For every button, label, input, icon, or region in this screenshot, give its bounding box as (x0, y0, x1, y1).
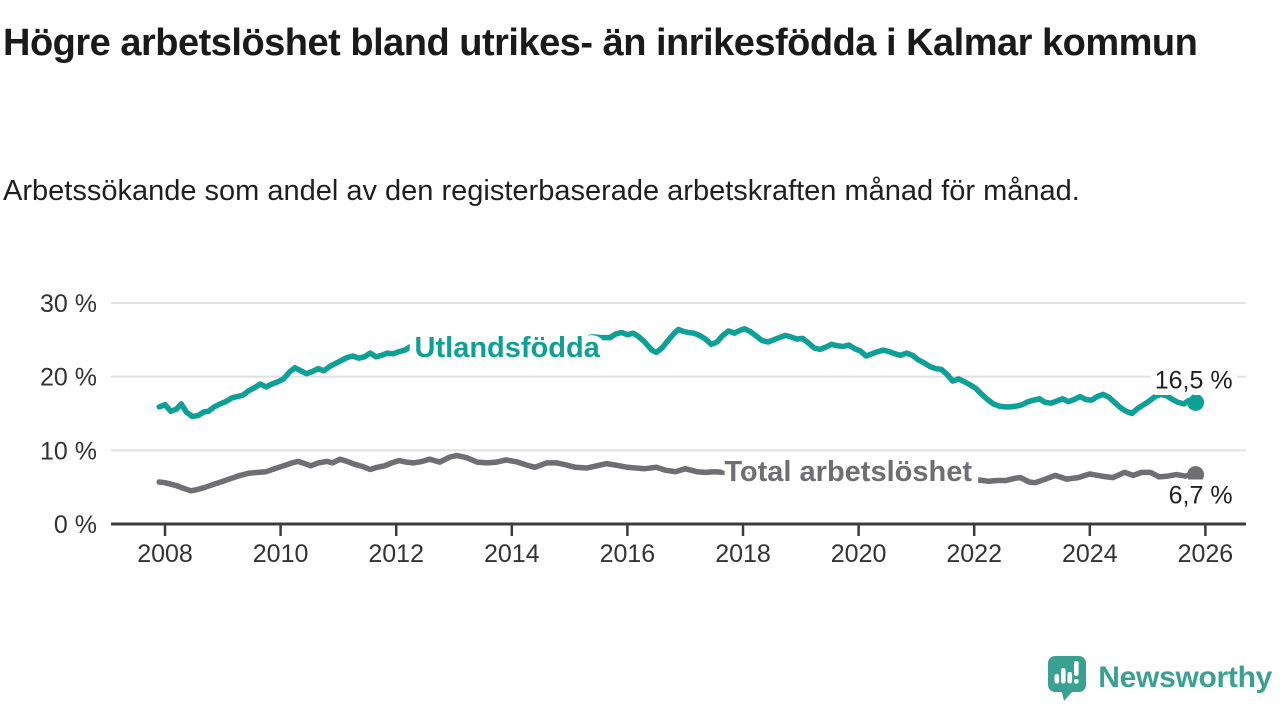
page-title: Högre arbetslöshet bland utrikes- än inr… (3, 22, 1198, 64)
x-tick-label-2022: 2022 (946, 540, 1002, 568)
series-line-1 (156, 452, 1199, 494)
y-tick-label-0: 0 % (54, 511, 97, 539)
bar-chart-exclamation-speech-bubble-icon (1048, 656, 1087, 701)
series-inline-label-0-halo: Utlandsfödda (415, 332, 601, 364)
series-inline-label-0: Utlandsfödda (415, 332, 601, 364)
series-end-dot-1 (1187, 466, 1205, 484)
series-end-label-0: 16,5 % (1155, 366, 1233, 394)
series-end-label-1-halo: 6,7 % (1169, 482, 1233, 510)
newsworthy-logo: Newsworthy (1044, 654, 1272, 702)
x-tick-label-2026: 2026 (1178, 540, 1234, 568)
series-line-0 (156, 326, 1199, 420)
x-tick-label-2024: 2024 (1062, 540, 1118, 568)
series-end-label-0-halo: 16,5 % (1155, 366, 1233, 394)
x-tick-label-2012: 2012 (368, 540, 424, 568)
y-tick-label-30: 30 % (40, 290, 97, 318)
y-tick-label-20: 20 % (40, 364, 97, 392)
series-end-label-1: 6,7 % (1169, 482, 1233, 510)
newsworthy-wordmark: Newsworthy (1098, 661, 1272, 694)
x-tick-label-2008: 2008 (137, 540, 193, 568)
x-tick-label-2018: 2018 (715, 540, 771, 568)
page-subtitle: Arbetssökande som andel av den registerb… (3, 175, 1080, 207)
x-tick-label-2014: 2014 (484, 540, 540, 568)
x-tick-label-2016: 2016 (600, 540, 656, 568)
y-tick-label-10: 10 % (40, 437, 97, 465)
x-tick-label-2020: 2020 (831, 540, 887, 568)
series-inline-label-1: Total arbetslöshet (724, 456, 972, 488)
series-inline-label-1-halo: Total arbetslöshet (724, 456, 972, 488)
x-tick-label-2010: 2010 (253, 540, 309, 568)
series-end-dot-0 (1187, 393, 1205, 411)
